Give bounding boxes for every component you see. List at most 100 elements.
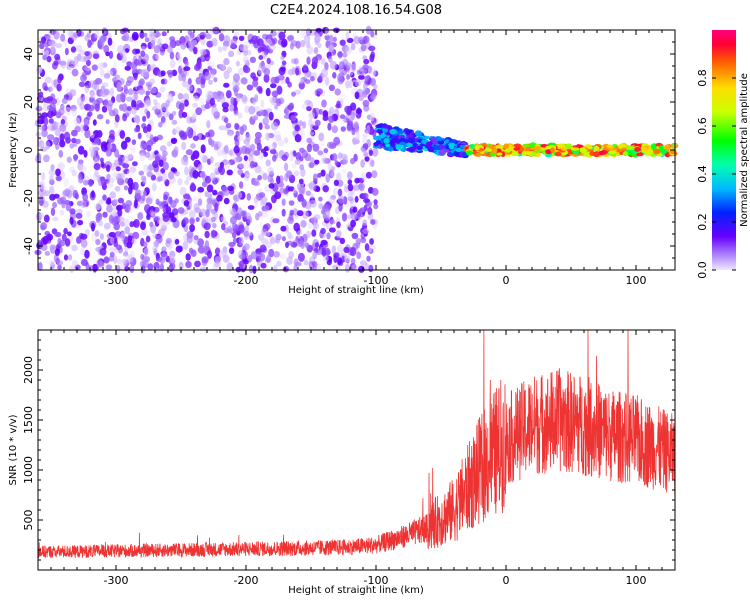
- heatmap-cell: [106, 204, 113, 213]
- heatmap-cell: [63, 39, 68, 47]
- heatmap-cell: [358, 95, 364, 102]
- heatmap-cell: [294, 158, 301, 165]
- heatmap-cell: [162, 150, 168, 157]
- heatmap-cell: [160, 116, 166, 124]
- heatmap-cell: [114, 114, 120, 123]
- heatmap-cell: [196, 46, 201, 52]
- heatmap-cell: [309, 193, 315, 199]
- heatmap-cell: [210, 229, 216, 239]
- heatmap-cell: [187, 36, 194, 46]
- heatmap-cell: [119, 130, 126, 139]
- heatmap-cell: [71, 169, 77, 177]
- heatmap-cell: [226, 262, 233, 272]
- heatmap-cell: [259, 109, 265, 116]
- heatmap-cell: [636, 153, 642, 157]
- heatmap-cell: [298, 196, 305, 202]
- heatmap-cell: [92, 53, 100, 60]
- heatmap-cell: [140, 221, 146, 231]
- heatmap-cell: [236, 191, 243, 199]
- heatmap-cell: [48, 260, 56, 266]
- heatmap-cell: [260, 262, 267, 269]
- heatmap-cell: [244, 105, 250, 114]
- heatmap-cell: [266, 57, 271, 65]
- heatmap-cell: [174, 171, 180, 177]
- heatmap-cell: [186, 175, 192, 181]
- heatmap-cell: [99, 69, 105, 77]
- heatmap-cell: [327, 122, 332, 131]
- heatmap-cell: [165, 206, 172, 215]
- heatmap-cell: [61, 97, 68, 105]
- heatmap-cell: [276, 98, 282, 107]
- heatmap-cell: [293, 170, 300, 177]
- heatmap-cell: [455, 147, 462, 152]
- heatmap-cell: [247, 254, 253, 263]
- heatmap-cell: [221, 102, 229, 109]
- heatmap-cell: [301, 103, 308, 110]
- heatmap-cell: [269, 96, 276, 104]
- heatmap-cell: [83, 118, 89, 125]
- heatmap-cell: [341, 255, 346, 263]
- heatmap-cell: [233, 73, 240, 83]
- heatmap-cell: [168, 113, 174, 121]
- heatmap-cell: [186, 126, 193, 135]
- heatmap-cell: [105, 164, 111, 172]
- heatmap-cell: [137, 212, 144, 221]
- heatmap-cell: [115, 244, 123, 251]
- heatmap-cell: [206, 184, 214, 193]
- heatmap-cell: [152, 136, 159, 143]
- heatmap-cell: [105, 119, 110, 125]
- heatmap-cell: [270, 83, 277, 89]
- heatmap-cell: [80, 74, 87, 82]
- heatmap-cell: [183, 99, 189, 107]
- heatmap-cell: [436, 140, 444, 145]
- heatmap-cell: [139, 152, 145, 162]
- heatmap-cell: [327, 44, 335, 53]
- heatmap-cell: [328, 115, 335, 124]
- heatmap-cell: [336, 221, 341, 229]
- heatmap-cell: [192, 102, 198, 108]
- heatmap-cell: [54, 127, 61, 137]
- heatmap-cell: [204, 191, 210, 198]
- heatmap-cell: [138, 102, 145, 108]
- heatmap-cell: [593, 151, 600, 158]
- heatmap-cell: [362, 136, 368, 144]
- heatmap-cell: [167, 45, 173, 54]
- heatmap-cell: [339, 237, 346, 245]
- heatmap-cell: [184, 166, 189, 176]
- heatmap-cell: [205, 209, 210, 218]
- heatmap-cell: [127, 254, 134, 263]
- heatmap-cell: [58, 163, 66, 170]
- heatmap-cell: [144, 246, 149, 256]
- heatmap-cell: [321, 99, 327, 108]
- heatmap-cell: [416, 145, 423, 151]
- heatmap-cell: [329, 60, 337, 70]
- heatmap-cell: [354, 121, 359, 130]
- heatmap-cell: [83, 150, 88, 158]
- heatmap-cell: [204, 230, 210, 239]
- heatmap-cell: [264, 112, 269, 119]
- snr-series-line: [37, 329, 676, 559]
- heatmap-cell: [348, 69, 354, 76]
- heatmap-cell: [285, 76, 290, 84]
- heatmap-cell: [176, 52, 182, 60]
- heatmap-cell: [170, 262, 176, 270]
- heatmap-cell: [320, 227, 326, 235]
- heatmap-cell: [92, 79, 100, 85]
- heatmap-cell: [53, 60, 59, 66]
- heatmap-cell: [341, 44, 349, 53]
- y-tick-label: 500: [22, 510, 35, 531]
- heatmap-cell: [243, 173, 250, 182]
- heatmap-cell: [197, 163, 205, 171]
- heatmap-cell: [324, 34, 330, 41]
- heatmap-cell: [229, 208, 237, 216]
- heatmap-cell: [46, 96, 54, 101]
- heatmap-cell: [346, 171, 353, 180]
- heatmap-cell: [83, 123, 88, 131]
- heatmap-cell: [369, 54, 375, 63]
- heatmap-cell: [177, 178, 183, 186]
- heatmap-cell: [234, 31, 240, 38]
- heatmap-cell: [191, 113, 197, 120]
- spectrogram-x-ticks: -300 -200 -100 0 100: [50, 30, 676, 287]
- heatmap-cell: [399, 141, 406, 146]
- heatmap-cell: [169, 59, 176, 68]
